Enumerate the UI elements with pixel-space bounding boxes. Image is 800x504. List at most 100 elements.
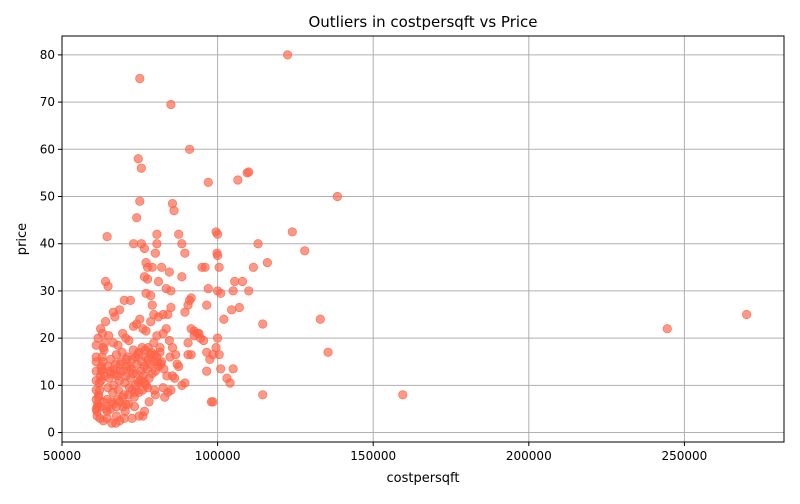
data-point xyxy=(135,73,145,84)
data-point xyxy=(141,288,151,298)
data-point xyxy=(102,232,112,242)
data-point xyxy=(149,385,160,395)
data-point xyxy=(166,99,176,110)
data-point xyxy=(164,267,174,277)
x-axis-label: costpersqft xyxy=(386,471,459,486)
data-point xyxy=(258,390,268,400)
data-point xyxy=(227,305,237,315)
data-point xyxy=(194,328,204,339)
data-point xyxy=(230,276,240,287)
x-tick-label: 150000 xyxy=(350,449,396,463)
data-point xyxy=(155,342,165,353)
data-point xyxy=(153,276,164,287)
data-point xyxy=(124,335,134,346)
data-point xyxy=(169,206,179,216)
data-point xyxy=(234,302,244,313)
x-axis-ticks: 50000 100000 150000 200000 250000 xyxy=(43,442,707,463)
data-point xyxy=(662,324,672,334)
data-point xyxy=(180,378,190,388)
data-point xyxy=(213,229,223,239)
data-point xyxy=(130,387,140,398)
y-tick-label: 70 xyxy=(40,95,55,109)
data-point xyxy=(135,314,145,324)
data-point xyxy=(113,340,123,350)
data-point xyxy=(186,350,196,360)
y-axis-label: price xyxy=(15,223,30,255)
data-point xyxy=(100,317,111,327)
data-point xyxy=(177,272,187,282)
data-point xyxy=(208,397,218,407)
data-point xyxy=(139,243,150,254)
data-point xyxy=(315,314,325,324)
y-tick-label: 10 xyxy=(40,378,55,392)
data-point xyxy=(202,366,212,376)
data-point xyxy=(91,352,101,362)
data-point xyxy=(147,262,157,272)
data-point xyxy=(233,175,243,185)
data-point xyxy=(141,326,151,336)
y-tick-label: 60 xyxy=(40,142,55,156)
data-point xyxy=(228,286,238,296)
data-point xyxy=(119,295,129,305)
data-point xyxy=(244,167,254,177)
data-point xyxy=(118,366,128,376)
data-point xyxy=(142,274,153,284)
data-point xyxy=(166,302,176,313)
y-tick-label: 40 xyxy=(40,237,55,251)
data-point xyxy=(213,333,223,343)
x-tick-label: 50000 xyxy=(43,449,81,463)
data-point xyxy=(161,283,171,294)
data-point xyxy=(135,196,145,206)
y-tick-label: 50 xyxy=(40,190,55,204)
data-point xyxy=(133,154,143,164)
x-tick-label: 250000 xyxy=(662,449,708,463)
y-tick-label: 30 xyxy=(40,284,55,298)
data-point xyxy=(132,213,142,223)
data-point xyxy=(283,50,293,60)
data-point xyxy=(742,309,752,320)
data-point xyxy=(160,392,170,402)
y-tick-label: 80 xyxy=(40,48,55,62)
data-point xyxy=(91,376,101,386)
data-point xyxy=(248,262,258,272)
data-point xyxy=(212,248,222,258)
data-point xyxy=(180,307,190,317)
data-point xyxy=(170,373,180,383)
data-points xyxy=(91,50,752,428)
data-point xyxy=(174,229,184,239)
data-point xyxy=(323,347,333,357)
data-point xyxy=(91,340,101,350)
data-point xyxy=(332,191,343,202)
data-point xyxy=(184,144,195,154)
y-tick-label: 20 xyxy=(40,331,55,345)
data-point xyxy=(111,418,121,428)
data-point xyxy=(202,300,212,310)
data-point xyxy=(91,385,101,395)
data-point xyxy=(112,371,122,381)
x-tick-label: 100000 xyxy=(195,449,241,463)
data-point xyxy=(104,331,114,341)
data-point xyxy=(214,350,224,360)
data-point xyxy=(237,276,248,287)
data-point xyxy=(99,397,109,407)
data-point xyxy=(216,364,226,374)
grid xyxy=(61,36,784,442)
data-point xyxy=(177,239,187,249)
data-point xyxy=(287,227,297,237)
data-point xyxy=(147,300,157,310)
data-point xyxy=(152,239,162,249)
data-point xyxy=(253,239,263,249)
data-point xyxy=(300,246,310,256)
data-point xyxy=(152,229,162,239)
data-point xyxy=(183,338,193,348)
data-point xyxy=(161,324,171,334)
data-point xyxy=(200,262,210,272)
data-point xyxy=(128,368,138,379)
data-point xyxy=(128,239,139,249)
data-point xyxy=(138,411,148,421)
data-point xyxy=(203,283,213,294)
chart-title: Outliers in costpersqft vs Price xyxy=(308,13,537,31)
data-point xyxy=(398,390,408,400)
